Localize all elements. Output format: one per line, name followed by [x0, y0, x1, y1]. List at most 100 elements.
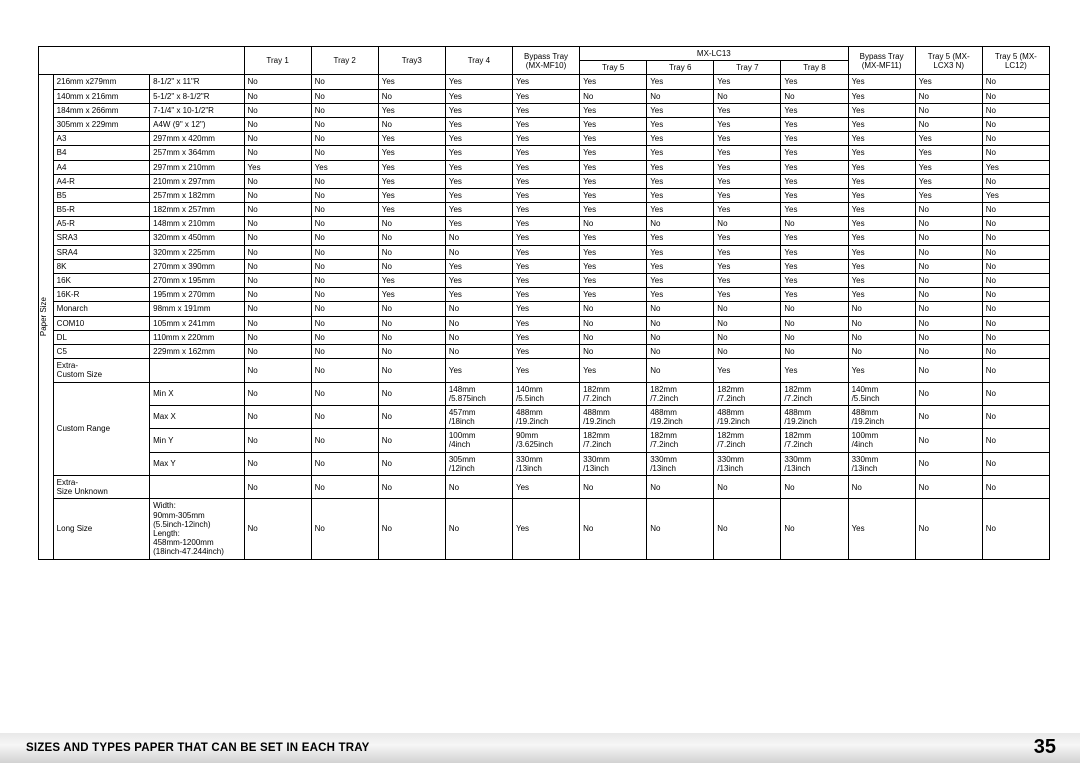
table-cell: 7-1/4" x 10-1/2"R	[150, 103, 244, 117]
table-row: Extra- Custom SizeNoNoNoYesYesYesNoYesYe…	[39, 359, 1050, 382]
table-cell: Yes	[848, 288, 915, 302]
table-cell: Yes	[512, 499, 579, 559]
table-cell: No	[311, 259, 378, 273]
table-cell: Yes	[647, 288, 714, 302]
table-cell: Yes	[512, 203, 579, 217]
table-cell: No	[647, 89, 714, 103]
table-cell: No	[445, 344, 512, 358]
table-cell: No	[982, 452, 1049, 475]
col-tray8: Tray 8	[781, 61, 848, 75]
table-cell: No	[982, 274, 1049, 288]
table-cell: Yes	[714, 259, 781, 273]
table-row: B4257mm x 364mmNoNoYesYesYesYesYesYesYes…	[39, 146, 1050, 160]
table-cell: Yes	[580, 203, 647, 217]
table-cell: Yes	[378, 274, 445, 288]
table-cell: Yes	[848, 259, 915, 273]
table-cell: No	[915, 217, 982, 231]
table-cell: 488mm /19.2inch	[714, 405, 781, 428]
table-cell: B4	[53, 146, 149, 160]
table-cell: No	[445, 231, 512, 245]
table-cell: No	[915, 103, 982, 117]
table-cell: No	[915, 302, 982, 316]
table-cell: No	[647, 330, 714, 344]
table-cell: Yes	[647, 75, 714, 89]
table-cell: Yes	[781, 117, 848, 131]
table-cell: 305mm /12inch	[445, 452, 512, 475]
table-cell: Yes	[714, 188, 781, 202]
table-cell: 330mm /13inch	[781, 452, 848, 475]
table-cell: Yes	[512, 160, 579, 174]
table-cell: No	[915, 499, 982, 559]
table-cell: Yes	[781, 188, 848, 202]
table-row: A5-R148mm x 210mmNoNoNoYesYesNoNoNoNoYes…	[39, 217, 1050, 231]
table-cell: No	[647, 499, 714, 559]
table-cell: 110mm x 220mm	[150, 330, 244, 344]
table-cell: Yes	[378, 188, 445, 202]
table-cell: 184mm x 266mm	[53, 103, 149, 117]
table-cell: Yes	[714, 75, 781, 89]
table-row: COM10105mm x 241mmNoNoNoNoYesNoNoNoNoNoN…	[39, 316, 1050, 330]
table-cell: No	[714, 344, 781, 358]
table-cell: No	[915, 344, 982, 358]
table-cell: 210mm x 297mm	[150, 174, 244, 188]
table-cell: Yes	[580, 174, 647, 188]
table-cell: Yes	[512, 330, 579, 344]
table-cell: 182mm x 257mm	[150, 203, 244, 217]
table-row: Max YNoNoNo305mm /12inch330mm /13inch330…	[39, 452, 1050, 475]
table-cell: No	[244, 146, 311, 160]
table-cell: No	[244, 188, 311, 202]
table-cell: 140mm x 216mm	[53, 89, 149, 103]
table-cell: Yes	[781, 259, 848, 273]
table-cell: No	[647, 344, 714, 358]
table-cell: No	[580, 89, 647, 103]
table-cell: No	[311, 499, 378, 559]
table-cell: No	[445, 302, 512, 316]
table-cell: Yes	[714, 117, 781, 131]
table-cell: Yes	[647, 188, 714, 202]
table-cell: No	[244, 382, 311, 405]
table-cell: Yes	[915, 132, 982, 146]
table-cell: No	[378, 245, 445, 259]
table-cell: C5	[53, 344, 149, 358]
table-cell: 216mm x279mm	[53, 75, 149, 89]
table-cell: No	[982, 203, 1049, 217]
table-cell: Custom Range	[53, 382, 149, 476]
table-cell: Yes	[848, 499, 915, 559]
table-cell: No	[244, 330, 311, 344]
table-cell: 148mm x 210mm	[150, 217, 244, 231]
table-cell: Yes	[848, 217, 915, 231]
table-cell: Yes	[647, 203, 714, 217]
table-cell: No	[982, 75, 1049, 89]
table-cell: No	[378, 89, 445, 103]
table-cell: Yes	[512, 316, 579, 330]
table-cell	[150, 476, 244, 499]
table-cell: No	[311, 174, 378, 188]
table-cell: Yes	[445, 146, 512, 160]
table-cell: Yes	[647, 117, 714, 131]
table-cell: 140mm /5.5inch	[848, 382, 915, 405]
table-row: Custom RangeMin XNoNoNo148mm /5.875inch1…	[39, 382, 1050, 405]
table-cell: Yes	[848, 103, 915, 117]
table-row: A4297mm x 210mmYesYesYesYesYesYesYesYesY…	[39, 160, 1050, 174]
table-cell: No	[982, 429, 1049, 452]
table-cell: Yes	[445, 217, 512, 231]
table-cell: No	[445, 499, 512, 559]
table-cell: Yes	[512, 231, 579, 245]
table-cell: Yes	[512, 245, 579, 259]
table-cell: Yes	[512, 274, 579, 288]
table-cell: Yes	[445, 203, 512, 217]
table-cell: No	[445, 330, 512, 344]
table-cell: Yes	[647, 103, 714, 117]
table-cell: 457mm /18inch	[445, 405, 512, 428]
table-cell: No	[982, 382, 1049, 405]
table-cell: 182mm /7.2inch	[781, 429, 848, 452]
table-cell: Yes	[580, 75, 647, 89]
table-cell: Yes	[714, 146, 781, 160]
table-cell: Max X	[150, 405, 244, 428]
table-cell: No	[982, 231, 1049, 245]
table-row: Extra- Size UnknownNoNoNoNoYesNoNoNoNoNo…	[39, 476, 1050, 499]
table-cell: 8-1/2" x 11"R	[150, 75, 244, 89]
table-cell: No	[848, 344, 915, 358]
table-cell: Extra- Size Unknown	[53, 476, 149, 499]
col-group-mxlc13: MX-LC13	[580, 47, 848, 61]
